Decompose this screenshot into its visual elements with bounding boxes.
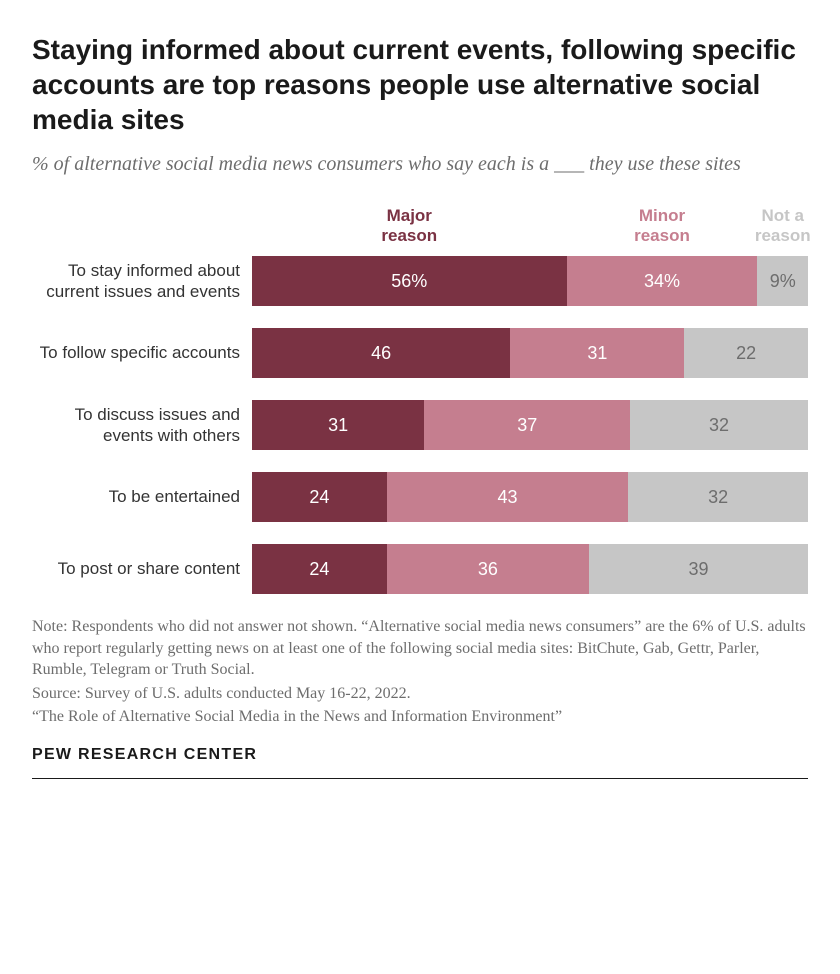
legend-major: Major reason bbox=[381, 206, 437, 247]
bar-value: 39 bbox=[688, 559, 708, 580]
bar-track: 31 37 32 bbox=[252, 400, 808, 450]
legend-not: Not a reason bbox=[755, 206, 811, 247]
note-text: Note: Respondents who did not answer not… bbox=[32, 616, 808, 681]
bar-track: 46 31 22 bbox=[252, 328, 808, 378]
chart-row: To stay informed about current issues an… bbox=[32, 256, 808, 306]
legend-items: Major reason Minor reason Not a reason bbox=[252, 206, 808, 250]
row-label: To follow specific accounts bbox=[32, 342, 252, 363]
report-text: “The Role of Alternative Social Media in… bbox=[32, 706, 808, 728]
chart-row: To post or share content 24 36 39 bbox=[32, 544, 808, 594]
bar-segment-minor: 43 bbox=[387, 472, 628, 522]
bar-segment-minor: 36 bbox=[387, 544, 589, 594]
bar-value: 46 bbox=[371, 343, 391, 364]
row-label: To discuss issues and events with others bbox=[32, 404, 252, 447]
bar-value: 31 bbox=[587, 343, 607, 364]
bar-segment-major: 46 bbox=[252, 328, 510, 378]
bar-value: 37 bbox=[517, 415, 537, 436]
bar-segment-not: 39 bbox=[589, 544, 808, 594]
bar-value: 24 bbox=[309, 487, 329, 508]
bar-segment-not: 9% bbox=[757, 256, 808, 306]
row-label: To be entertained bbox=[32, 486, 252, 507]
bar-value: 31 bbox=[328, 415, 348, 436]
bar-segment-not: 22 bbox=[684, 328, 808, 378]
bar-segment-minor: 34% bbox=[567, 256, 758, 306]
bar-value: 36 bbox=[478, 559, 498, 580]
row-label: To stay informed about current issues an… bbox=[32, 260, 252, 303]
bar-track: 24 36 39 bbox=[252, 544, 808, 594]
chart-row: To follow specific accounts 46 31 22 bbox=[32, 328, 808, 378]
row-label: To post or share content bbox=[32, 558, 252, 579]
bar-track: 56% 34% 9% bbox=[252, 256, 808, 306]
attribution: PEW RESEARCH CENTER bbox=[32, 746, 808, 764]
chart-subtitle: % of alternative social media news consu… bbox=[32, 151, 808, 178]
bar-value: 32 bbox=[708, 487, 728, 508]
legend-row: Major reason Minor reason Not a reason bbox=[32, 206, 808, 250]
bar-value: 43 bbox=[498, 487, 518, 508]
bar-segment-major: 56% bbox=[252, 256, 567, 306]
bar-segment-not: 32 bbox=[630, 400, 808, 450]
bar-value: 34% bbox=[644, 271, 680, 292]
bar-track: 24 43 32 bbox=[252, 472, 808, 522]
bar-segment-not: 32 bbox=[628, 472, 808, 522]
bar-segment-minor: 37 bbox=[424, 400, 630, 450]
bar-value: 24 bbox=[309, 559, 329, 580]
chart-notes: Note: Respondents who did not answer not… bbox=[32, 616, 808, 728]
legend-spacer bbox=[32, 206, 252, 250]
bar-segment-minor: 31 bbox=[510, 328, 684, 378]
bar-value: 22 bbox=[736, 343, 756, 364]
bar-value: 9% bbox=[770, 271, 796, 292]
bottom-rule bbox=[32, 778, 808, 779]
bar-value: 32 bbox=[709, 415, 729, 436]
bar-segment-major: 31 bbox=[252, 400, 424, 450]
legend-minor: Minor reason bbox=[634, 206, 690, 247]
chart-row: To discuss issues and events with others… bbox=[32, 400, 808, 450]
bar-value: 56% bbox=[391, 271, 427, 292]
chart-area: Major reason Minor reason Not a reason To … bbox=[32, 206, 808, 594]
chart-row: To be entertained 24 43 32 bbox=[32, 472, 808, 522]
bar-segment-major: 24 bbox=[252, 544, 387, 594]
bar-segment-major: 24 bbox=[252, 472, 387, 522]
chart-rows: To stay informed about current issues an… bbox=[32, 256, 808, 594]
source-text: Source: Survey of U.S. adults conducted … bbox=[32, 683, 808, 705]
chart-title: Staying informed about current events, f… bbox=[32, 32, 808, 137]
